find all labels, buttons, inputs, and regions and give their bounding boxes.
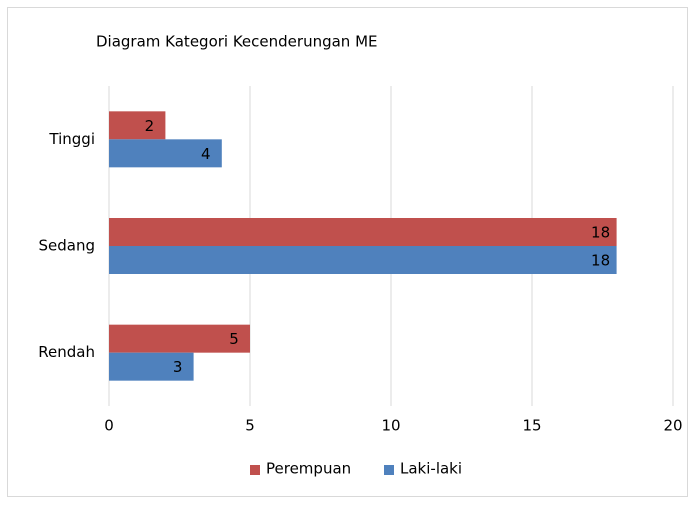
legend-swatch: [384, 465, 394, 475]
data-label: 3: [173, 358, 183, 376]
y-tick-label: Rendah: [38, 343, 95, 361]
bar: [109, 139, 222, 168]
chart-title: Diagram Kategori Kecenderungan ME: [96, 33, 377, 51]
bar: [109, 352, 194, 381]
bar: [109, 218, 617, 246]
x-tick-label: 0: [104, 417, 114, 435]
bar: [109, 246, 617, 274]
x-tick-label: 5: [245, 417, 255, 435]
legend-label: Perempuan: [266, 460, 351, 478]
x-tick-label: 20: [663, 417, 682, 435]
data-label: 4: [201, 145, 211, 163]
y-tick-label: Tinggi: [48, 130, 95, 148]
legend-label: Laki-laki: [400, 460, 462, 478]
bar: [109, 111, 166, 140]
bar: [109, 324, 250, 353]
x-tick-label: 10: [381, 417, 400, 435]
data-label: 18: [591, 224, 610, 242]
data-label: 5: [229, 330, 239, 348]
x-tick-label: 15: [522, 417, 541, 435]
y-tick-label: Sedang: [39, 237, 96, 255]
data-label: 2: [145, 117, 155, 135]
legend-swatch: [250, 465, 260, 475]
data-label: 18: [591, 252, 610, 270]
